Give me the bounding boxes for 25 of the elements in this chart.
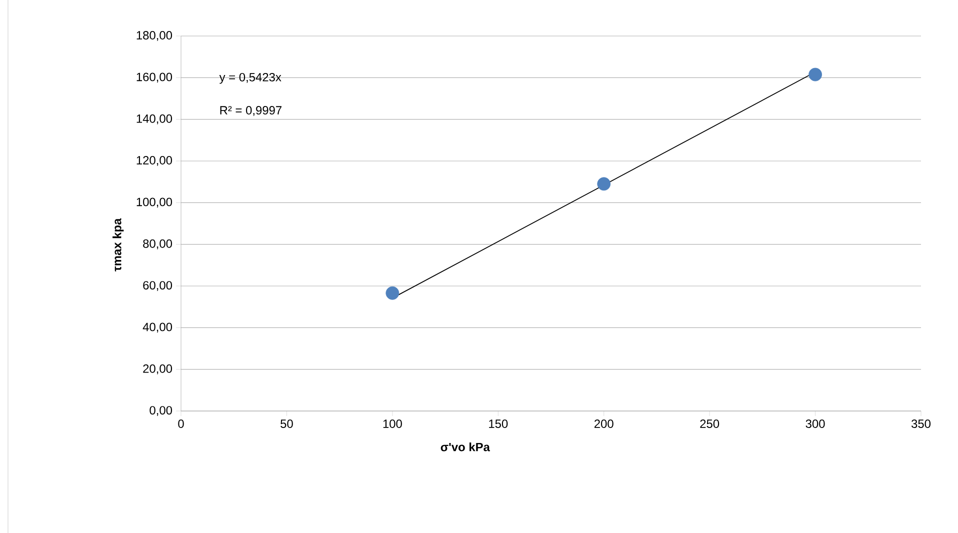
y-tick-label: 60,00 (143, 281, 172, 291)
x-tick-label: 100 (383, 420, 402, 428)
y-tick-label: 180,00 (136, 31, 172, 41)
x-axis-title: σ'vo kPa (440, 442, 490, 452)
x-tick-label: 300 (806, 420, 825, 428)
y-axis-title: τmax kpa (112, 218, 124, 272)
y-tick-label: 20,00 (143, 364, 172, 374)
x-tick-label: 50 (280, 420, 293, 428)
point (597, 177, 611, 191)
annotation: R² = 0,9997 (220, 106, 282, 116)
x-tick-label: 350 (911, 420, 931, 428)
x-tick-label: 250 (700, 420, 720, 428)
y-tick-label: 100,00 (136, 198, 172, 208)
x-tick-label: 150 (489, 420, 508, 428)
y-tick-label: 80,00 (143, 239, 172, 250)
y-tick-label: 120,00 (136, 156, 172, 166)
y-tick-label: 40,00 (142, 322, 172, 333)
point (386, 286, 400, 300)
x-tick-label: 200 (594, 420, 614, 428)
y-tick-label: 160,00 (136, 72, 172, 83)
y-tick-label: 140,00 (136, 114, 172, 124)
point (808, 68, 822, 82)
annotation: y = 0,5423x (219, 72, 282, 84)
x-tick-label: 0 (178, 420, 184, 428)
y-tick-label: 0,00 (150, 406, 172, 416)
